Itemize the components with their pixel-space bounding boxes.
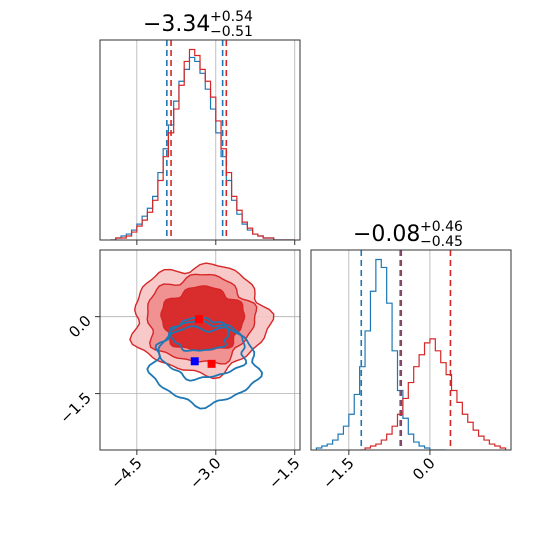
bottom-right-x-tick-label: −1.5	[319, 454, 357, 492]
marker-marker_blue	[190, 357, 199, 366]
bottom-right-histogram-panel: −1.5 0.0	[310, 249, 512, 493]
top-left-title-sup: +0.54	[210, 9, 253, 25]
marker-marker_red	[207, 359, 216, 368]
bottom-right-title-sup: +0.46	[420, 219, 463, 235]
bottom-left-x-tick-label: −4.5	[107, 454, 145, 492]
bottom-right-histogram-blue	[315, 258, 447, 450]
bottom-right-x-tick-label: 0.0	[409, 454, 439, 484]
top-left-title-value: −3.34	[143, 12, 210, 37]
top-left-title: −3.34 +0.54 −0.51	[143, 9, 253, 40]
blue-contour-level-3	[146, 325, 264, 410]
bottom-right-title-sub: −0.45	[420, 234, 463, 250]
bottom-right-title: −0.08 +0.46 −0.45	[353, 219, 463, 250]
bottom-right-frame	[310, 249, 512, 451]
top-left-plot-area	[110, 40, 295, 240]
top-left-histogram-panel	[99, 39, 301, 245]
bottom-left-contour-panel: −4.5 −3.0 −1.5 0.0 −1.5	[56, 249, 304, 493]
top-left-histogram-red	[110, 48, 295, 240]
bottom-left-plot-area	[129, 262, 275, 410]
top-left-title-sub: −0.51	[210, 24, 253, 40]
bottom-left-x-tick-label: −3.0	[186, 454, 224, 492]
bottom-left-y-tick-label: 0.0	[65, 312, 95, 342]
top-left-histogram-blue	[110, 56, 295, 240]
bottom-left-x-tick-label: −1.5	[265, 454, 303, 492]
bottom-left-y-tick-label: −1.5	[56, 389, 94, 427]
marker-marker_red	[194, 315, 203, 324]
bottom-right-plot-area	[315, 250, 507, 450]
top-left-frame	[99, 39, 301, 241]
bottom-right-histogram-red	[359, 338, 507, 450]
bottom-right-title-value: −0.08	[353, 222, 420, 247]
blue-contour-level-2	[154, 319, 248, 382]
bottom-left-frame	[99, 249, 301, 451]
